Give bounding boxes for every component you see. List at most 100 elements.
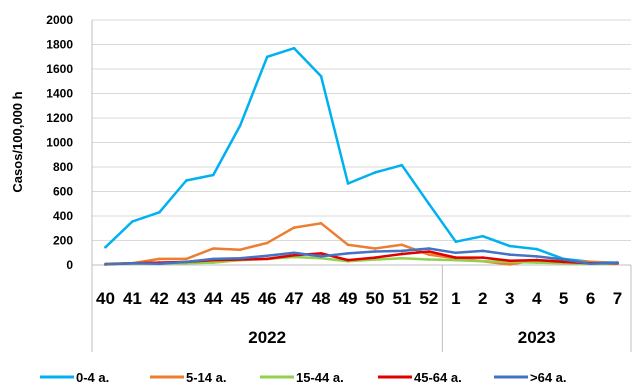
x-tick-label: 46 [258,289,277,308]
data-point [265,241,269,245]
x-tick-label: 48 [312,289,331,308]
x-tick-label: 52 [419,289,438,308]
x-tick-label: 49 [339,289,358,308]
y-axis-ticks: 0 200 400 600 800 1000 1200 1400 1600 1800 2000 [46,13,73,272]
data-point [238,257,242,260]
legend-label: 45-64 a. [414,370,462,385]
x-tick-label: 51 [392,289,411,308]
data-point [562,258,565,261]
legend-label: 5-14 a. [186,370,226,385]
data-point [238,124,242,127]
year-label: 2023 [518,328,556,347]
data-point [373,247,377,250]
x-tick-label: 44 [204,289,223,308]
data-point [400,257,404,260]
axes [91,20,632,352]
data-point [131,261,134,265]
data-point [481,256,485,259]
data-point [481,234,485,238]
x-tick-label: 4 [532,289,542,308]
x-tick-label: 7 [613,289,622,308]
x-tick-label: 2 [478,289,487,308]
data-point [185,260,188,264]
data-point [346,182,350,185]
data-point [373,256,377,259]
data-point [535,255,538,258]
x-tick-label: 1 [451,289,460,308]
data-point [212,173,215,177]
y-tick-label: 1400 [46,87,73,101]
data-point [292,46,296,50]
x-tick-label: 47 [285,289,304,308]
data-point [104,263,107,266]
data-point [427,250,431,253]
y-tick-label: 1000 [46,136,73,150]
y-tick-label: 2000 [46,13,73,27]
data-point [346,243,350,247]
x-tick-label: 40 [96,289,115,308]
data-point [319,257,323,260]
x-tick-label: 3 [505,289,514,308]
x-tick-label: 43 [177,289,196,308]
y-tick-label: 1200 [46,111,73,125]
data-point [562,260,565,264]
data-point [131,220,134,223]
data-point [212,257,215,261]
data-point [319,222,323,225]
data-point [104,245,107,249]
legend-label: 15-44 a. [296,370,344,385]
data-point [616,261,619,264]
y-tick-label: 200 [53,234,73,248]
data-point [292,226,296,229]
data-point [238,248,242,251]
x-tick-label: 50 [366,289,385,308]
x-tick-label: 45 [231,289,250,308]
data-point [427,253,431,256]
data-point [400,163,404,167]
data-point [481,260,485,263]
y-tick-label: 1800 [46,38,73,52]
data-point [427,247,431,250]
legend: 0-4 a. 5-14 a. 15-44 a. 45-64 a. >64 a. [40,370,567,385]
year-group-labels: 2022 2023 [248,328,555,347]
data-point [454,258,458,262]
y-tick-label: 400 [53,209,73,223]
data-point [265,254,269,258]
y-tick-label: 0 [66,258,73,272]
data-point [508,259,512,263]
year-label: 2022 [248,328,286,347]
data-point [535,247,538,251]
x-axis-ticks: 40 41 42 43 44 45 46 47 48 49 50 51 52 1 2 3 4 5 6 7 [96,289,622,308]
x-tick-label: 41 [123,289,142,308]
data-point [212,261,215,264]
data-point [508,263,512,266]
data-point [185,179,188,182]
data-point [454,240,458,243]
data-point [481,249,485,253]
series-line [104,247,619,266]
data-point [158,211,161,214]
data-point [589,262,592,266]
x-tick-label: 5 [559,289,568,308]
data-point [373,171,377,174]
series-lines [104,46,619,266]
data-point [400,249,404,253]
data-point [265,55,269,59]
data-point [292,253,296,257]
series-line [104,255,619,266]
data-point [185,257,188,261]
gridlines [92,19,631,241]
data-point [373,250,377,253]
y-tick-label: 800 [53,160,73,174]
y-tick-label: 600 [53,185,73,199]
data-point [427,202,431,206]
y-axis-label: Casos/100,000 h [10,91,25,192]
data-point [508,253,512,256]
data-point [158,257,161,261]
data-point [346,258,350,262]
data-point [158,262,161,266]
data-point [427,258,431,261]
data-point [265,257,269,261]
x-tick-label: 42 [150,289,169,308]
